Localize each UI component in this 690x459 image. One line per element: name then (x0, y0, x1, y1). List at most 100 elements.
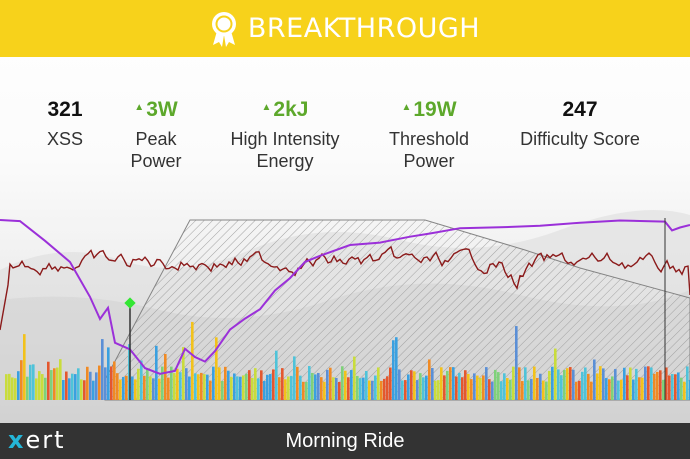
interval-bar (377, 367, 380, 400)
metric-peak-power: ▲3W Peak Power (81, 96, 231, 172)
xert-logo[interactable]: xert (8, 426, 66, 454)
interval-bar (5, 374, 8, 400)
interval-bar (392, 340, 395, 400)
interval-bar (338, 381, 341, 400)
interval-bar (635, 368, 638, 400)
interval-bar (638, 377, 641, 400)
interval-bar (77, 368, 80, 400)
interval-bar (323, 381, 326, 400)
interval-bar (521, 381, 524, 400)
interval-bar (341, 366, 344, 400)
interval-bar (404, 380, 407, 400)
interval-bar (374, 375, 377, 400)
interval-bar (23, 334, 26, 400)
interval-bar (47, 361, 50, 400)
power-line (0, 245, 690, 331)
interval-bar (608, 379, 611, 400)
interval-bar (149, 376, 152, 400)
interval-bar (281, 368, 284, 400)
metric-value: 247 (562, 98, 598, 121)
interval-bar (395, 337, 398, 400)
interval-bar (185, 368, 188, 400)
interval-bar (653, 373, 656, 400)
interval-bar (596, 373, 599, 400)
interval-bar (542, 380, 545, 400)
interval-bar (119, 379, 122, 400)
interval-bar (617, 380, 620, 400)
interval-bar (269, 374, 272, 400)
interval-bar (488, 379, 491, 400)
interval-bar (200, 372, 203, 400)
interval-bar (260, 370, 263, 400)
interval-bar (650, 367, 653, 400)
interval-bar (305, 381, 308, 400)
training-load-line (0, 219, 690, 375)
interval-bar (287, 376, 290, 400)
interval-bar (512, 366, 515, 400)
interval-bar (647, 366, 650, 400)
interval-bar (503, 373, 506, 400)
interval-bar (665, 367, 668, 400)
interval-bar (158, 378, 161, 400)
interval-bar (419, 373, 422, 400)
metrics-row: 321 XSS ▲3W Peak Power ▲2kJ High Intensit… (0, 96, 690, 186)
interval-bar (197, 374, 200, 400)
interval-bar (530, 378, 533, 400)
banner: BREAKTHROUGH (0, 0, 690, 57)
interval-bar (644, 366, 647, 400)
interval-bar (353, 356, 356, 400)
interval-bar (539, 373, 542, 400)
interval-bar (482, 375, 485, 400)
interval-bar (527, 380, 530, 400)
interval-bar (215, 337, 218, 400)
interval-bar (560, 375, 563, 400)
interval-bar (311, 372, 314, 400)
interval-bar (32, 364, 35, 400)
trend-up-icon: ▲ (261, 102, 272, 114)
interval-bar (350, 370, 353, 400)
interval-bar (113, 361, 116, 400)
interval-bar (629, 367, 632, 400)
interval-bar (218, 367, 221, 400)
metric-value: ▲3W (134, 98, 178, 121)
interval-bar (212, 366, 215, 400)
interval-bar (320, 377, 323, 400)
interval-bar (176, 368, 179, 400)
interval-bar (554, 348, 557, 400)
interval-bar (83, 380, 86, 400)
interval-bar (401, 380, 404, 400)
interval-bar (167, 377, 170, 400)
interval-bar (434, 380, 437, 400)
metric-label: Threshold Power (388, 129, 470, 171)
interval-bar (656, 371, 659, 400)
interval-bar (206, 374, 209, 400)
interval-bar (632, 379, 635, 400)
interval-bar (29, 364, 32, 400)
ride-name: Morning Ride (285, 430, 405, 452)
interval-bar (95, 372, 98, 400)
interval-bar (662, 379, 665, 400)
interval-bar (272, 369, 275, 400)
interval-bar (476, 375, 479, 400)
interval-bar (314, 374, 317, 400)
interval-bar (383, 378, 386, 400)
interval-bar (389, 367, 392, 400)
interval-bar (551, 366, 554, 400)
trend-up-icon: ▲ (401, 102, 412, 114)
interval-bar (11, 377, 14, 400)
interval-bar (170, 366, 173, 400)
metric-difficulty-score: 247 Difficulty Score (505, 96, 655, 150)
interval-bar (302, 381, 305, 400)
interval-bar (35, 378, 38, 400)
interval-bar (227, 370, 230, 400)
interval-bar (143, 375, 146, 400)
interval-bar (236, 376, 239, 400)
interval-bar (659, 370, 662, 400)
interval-bar (8, 373, 11, 400)
interval-bar (398, 369, 401, 400)
interval-bar (506, 378, 509, 400)
interval-bar (587, 373, 590, 400)
interval-bar (407, 374, 410, 400)
interval-bar (38, 371, 41, 400)
